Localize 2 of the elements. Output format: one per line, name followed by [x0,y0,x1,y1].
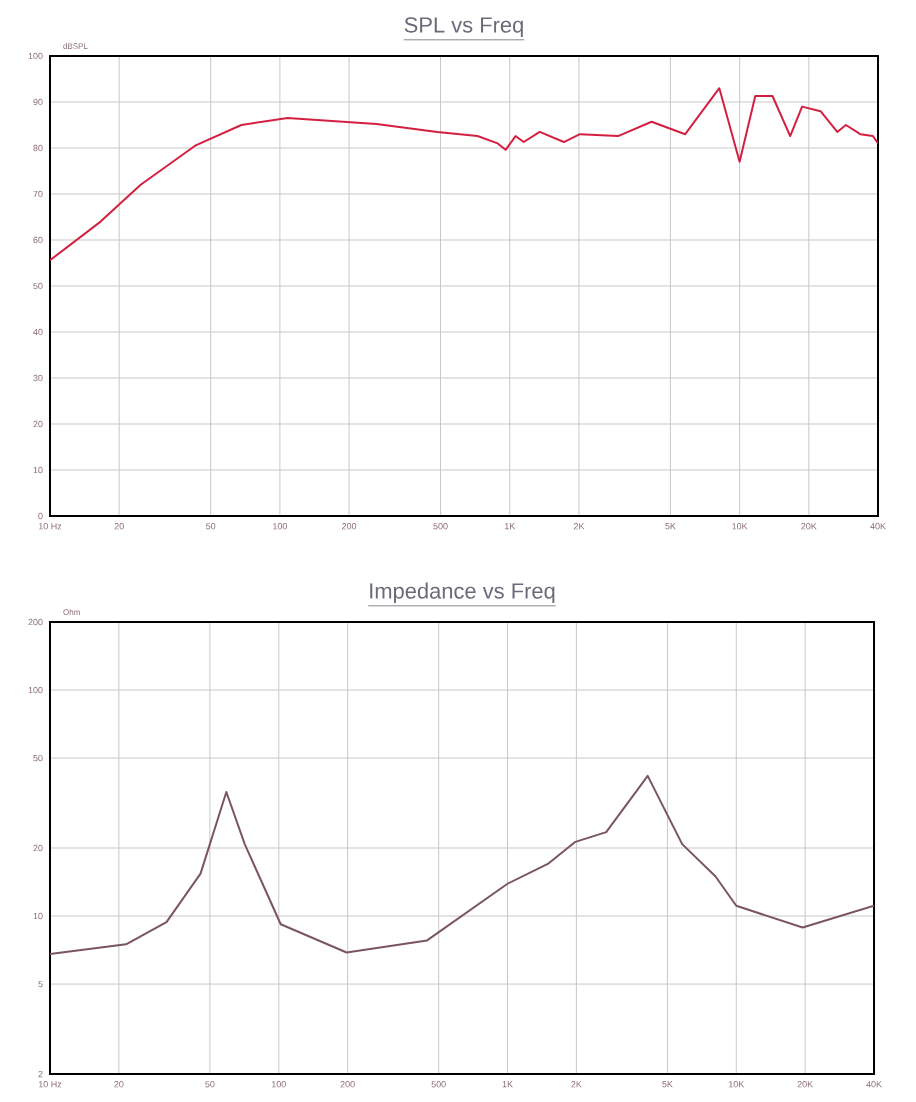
chart-title: SPL vs Freq [404,17,523,37]
chart-title: Impedance vs Freq [370,582,555,603]
